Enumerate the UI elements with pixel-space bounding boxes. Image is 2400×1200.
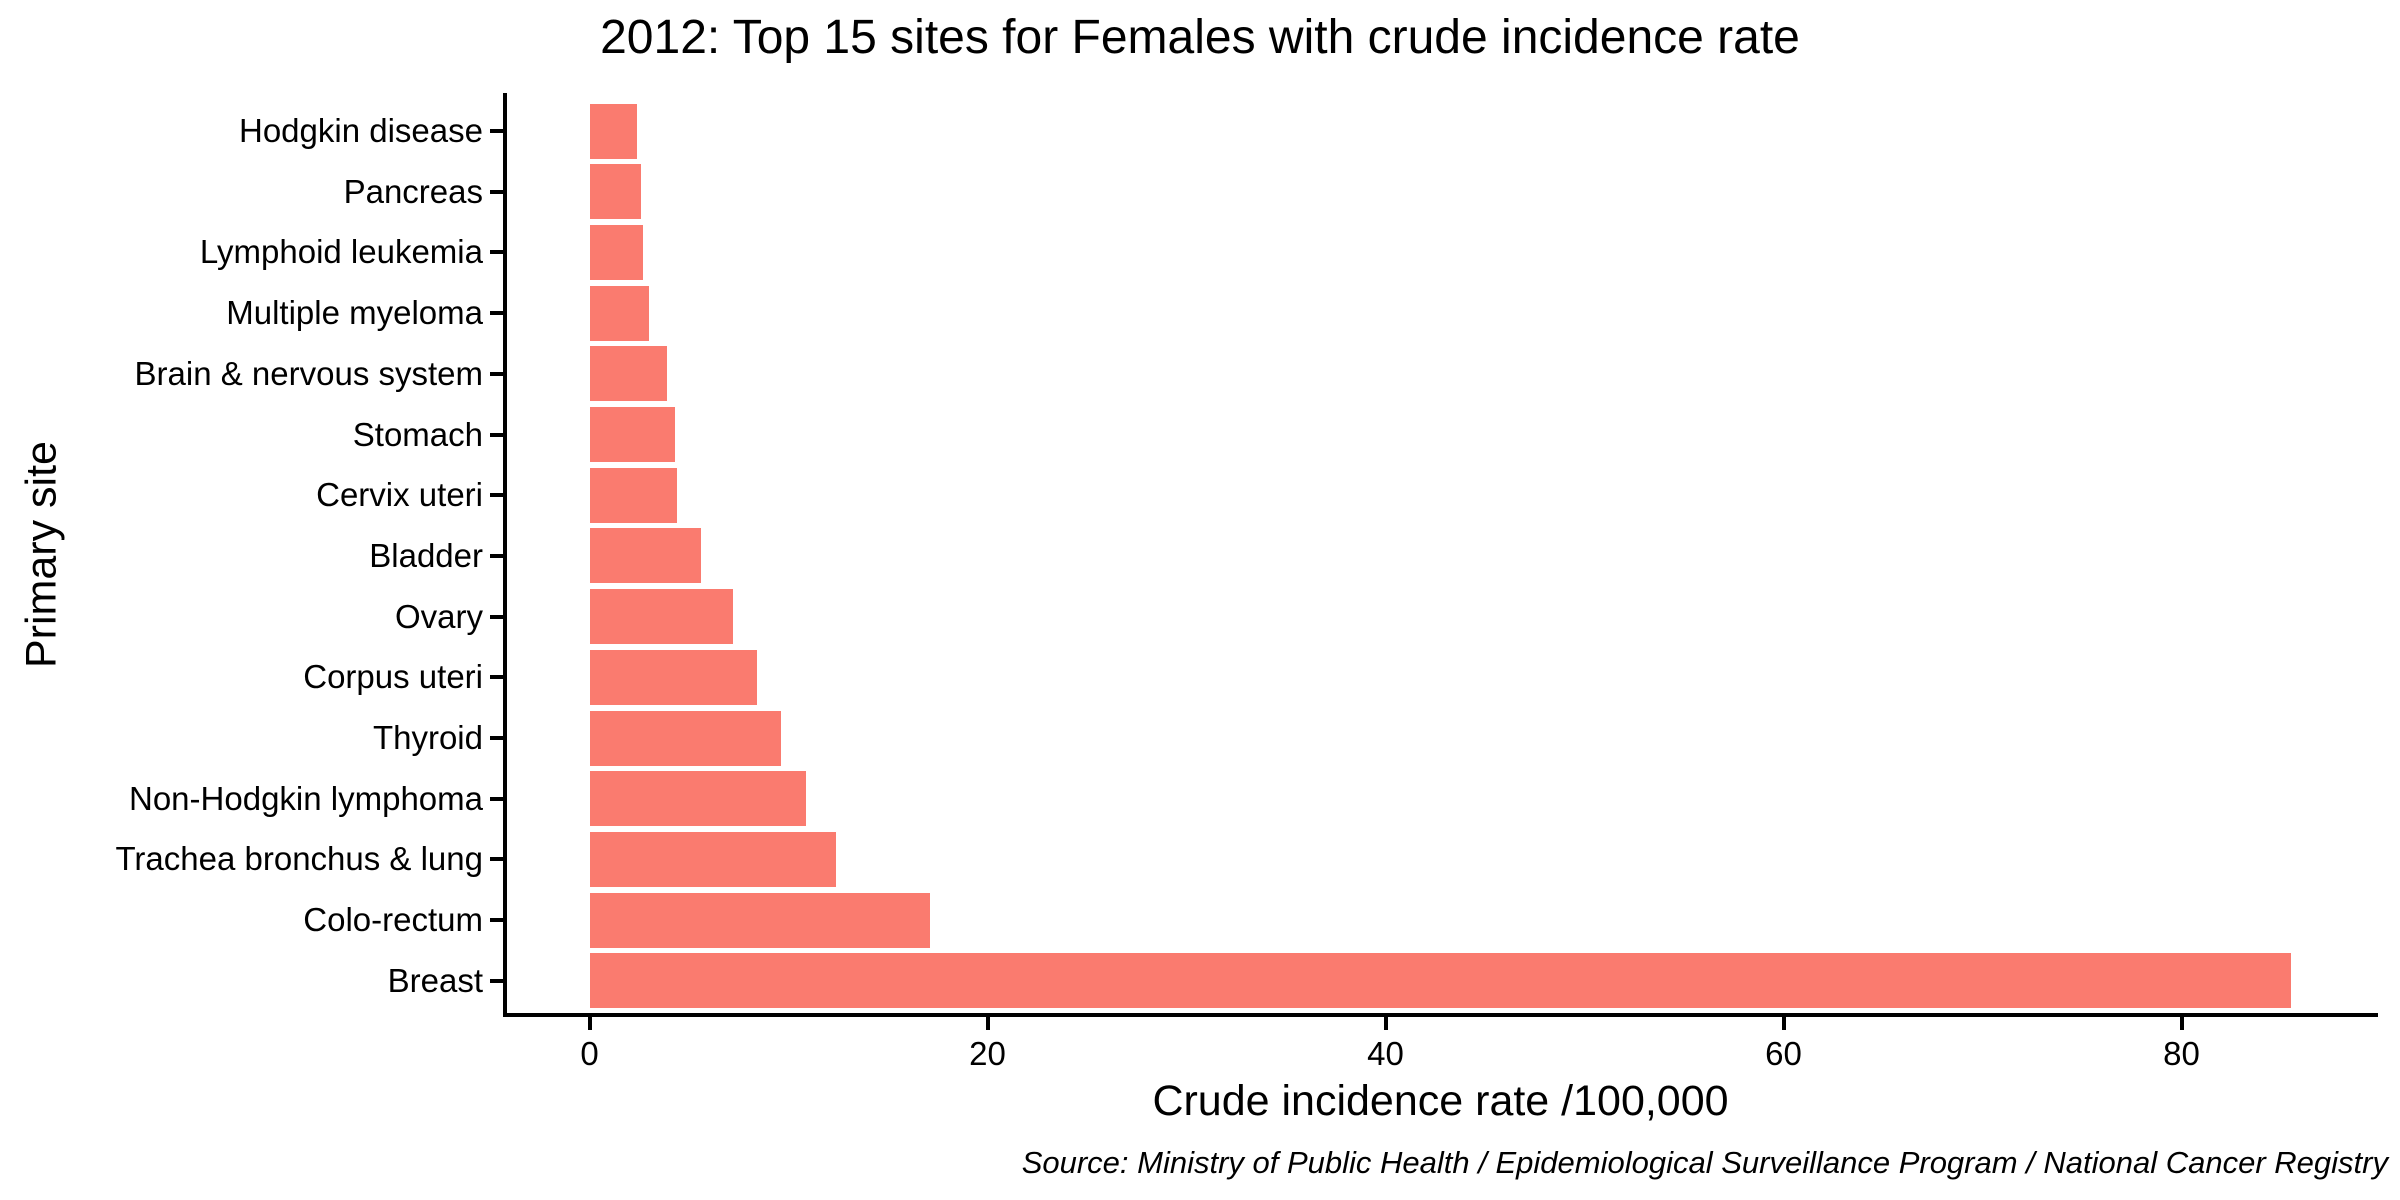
bar-corpus-uteri — [589, 649, 757, 705]
y-axis-tick — [490, 311, 503, 316]
y-axis-tick — [490, 493, 503, 498]
bar-ovary — [589, 589, 733, 645]
y-axis-tick — [490, 371, 503, 376]
y-tick-label-multiple-myeloma: Multiple myeloma — [226, 294, 483, 332]
y-tick-label-brain-nervous-system: Brain & nervous system — [134, 354, 483, 392]
bar-stomach — [589, 407, 676, 462]
y-axis-tick — [490, 250, 503, 255]
y-tick-label-colo-rectum: Colo-rectum — [303, 901, 483, 939]
x-axis-tick — [985, 1017, 990, 1030]
x-tick-label-60: 60 — [1765, 1035, 1802, 1072]
y-axis-tick — [490, 129, 503, 133]
y-tick-label-hodgkin-disease: Hodgkin disease — [239, 112, 483, 149]
y-axis-tick — [490, 675, 503, 680]
y-tick-label-non-hodgkin-lymphoma: Non-Hodgkin lymphoma — [129, 779, 483, 817]
plot-panel — [503, 93, 2378, 1017]
y-axis-tick — [490, 189, 503, 194]
y-tick-label-pancreas: Pancreas — [343, 172, 483, 210]
x-axis-tick — [2179, 1017, 2184, 1030]
x-axis-title: Crude incidence rate /100,000 — [1152, 1077, 1729, 1125]
y-tick-label-trachea-bronchus-lung: Trachea bronchus & lung — [115, 840, 484, 878]
x-axis-tick — [1781, 1017, 1786, 1030]
x-axis-tick — [1383, 1017, 1388, 1030]
bar-thyroid — [589, 710, 781, 766]
chart-title: 2012: Top 15 sites for Females with crud… — [600, 11, 1800, 64]
y-tick-label-stomach: Stomach — [352, 415, 483, 453]
y-axis-tick — [490, 978, 503, 983]
bar-brain-nervous-system — [589, 346, 668, 402]
source-caption: Source: Ministry of Public Health / Epid… — [1021, 1145, 2388, 1180]
bar-trachea-bronchus-lung — [589, 831, 837, 887]
y-axis-tick — [490, 857, 503, 862]
y-tick-label-lymphoid-leukemia: Lymphoid leukemia — [199, 233, 483, 271]
y-tick-label-breast: Breast — [387, 961, 483, 999]
x-tick-label-40: 40 — [1367, 1035, 1404, 1072]
y-axis-tick — [490, 736, 503, 740]
y-tick-label-cervix-uteri: Cervix uteri — [316, 476, 483, 514]
x-tick-label-20: 20 — [969, 1035, 1006, 1072]
bar-cervix-uteri — [589, 467, 678, 523]
bar-non-hodgkin-lymphoma — [589, 771, 807, 827]
y-tick-label-corpus-uteri: Corpus uteri — [303, 658, 483, 696]
bar-colo-rectum — [589, 892, 930, 948]
y-axis-tick — [490, 432, 503, 437]
x-tick-label-0: 0 — [580, 1035, 599, 1072]
y-axis-tick — [490, 553, 503, 558]
y-tick-label-ovary: Ovary — [394, 597, 483, 635]
bar-hodgkin-disease — [589, 103, 638, 159]
y-axis-tick — [490, 796, 503, 801]
bar-bladder — [589, 528, 701, 584]
bar-multiple-myeloma — [589, 285, 650, 341]
bar-lymphoid-leukemia — [589, 224, 644, 280]
bar-breast — [589, 953, 2291, 1009]
y-axis-tick — [490, 918, 503, 923]
y-tick-label-thyroid: Thyroid — [372, 719, 483, 756]
x-tick-label-80: 80 — [2163, 1035, 2200, 1072]
x-axis-tick — [587, 1017, 592, 1030]
y-tick-label-bladder: Bladder — [369, 536, 483, 574]
bar-pancreas — [589, 164, 642, 220]
y-axis-tick — [490, 614, 503, 619]
